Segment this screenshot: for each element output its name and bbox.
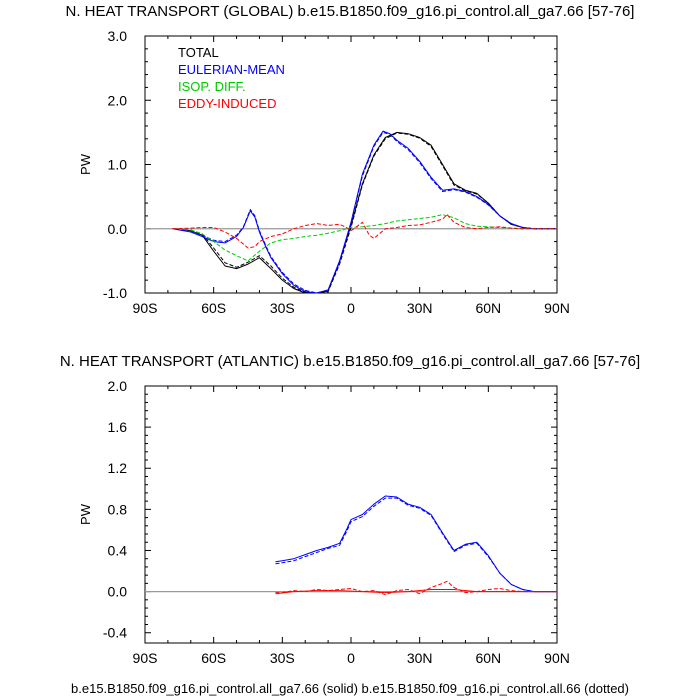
global-series-line-4 bbox=[172, 214, 557, 262]
atlantic-series-line-0 bbox=[275, 495, 557, 593]
global-series-line-0 bbox=[172, 131, 557, 294]
atlantic-xtick-label: 30S bbox=[270, 650, 295, 666]
atlantic-xtick-label: 60S bbox=[201, 650, 226, 666]
atlantic-ytick-label: 1.2 bbox=[108, 460, 128, 476]
atlantic-heat-transport-chart: N. HEAT TRANSPORT (ATLANTIC) b.e15.B1850… bbox=[60, 353, 640, 666]
atlantic-ytick-label: 0.0 bbox=[108, 584, 128, 600]
atlantic-series-line-3 bbox=[275, 589, 557, 595]
atlantic-xtick-label: 30N bbox=[407, 650, 433, 666]
atlantic-ytick-label: -0.4 bbox=[103, 625, 127, 641]
global-ytick-label: -1.0 bbox=[103, 285, 127, 301]
atlantic-ytick-label: 0.4 bbox=[108, 542, 128, 558]
global-ytick-label: 1.0 bbox=[108, 157, 128, 173]
atlantic-y-axis-label: PW bbox=[78, 503, 93, 525]
global-xtick-label: 90S bbox=[133, 300, 158, 316]
legend-item-eulerian-mean: EULERIAN-MEAN bbox=[178, 62, 285, 77]
figure-footer: b.e15.B1850.f09_g16.pi_control.all_ga7.6… bbox=[71, 681, 629, 696]
legend-item-isop-diff: ISOP. DIFF. bbox=[178, 79, 246, 94]
atlantic-series-line-2 bbox=[275, 580, 557, 596]
global-xtick-label: 60S bbox=[201, 300, 226, 316]
atlantic-ytick-label: 1.6 bbox=[108, 419, 128, 435]
atlantic-xtick-label: 90N bbox=[544, 650, 570, 666]
global-xtick-label: 90N bbox=[544, 300, 570, 316]
global-heat-transport-chart: N. HEAT TRANSPORT (GLOBAL) b.e15.B1850.f… bbox=[66, 3, 635, 316]
atlantic-series-line-1 bbox=[275, 497, 557, 593]
global-series-line-2 bbox=[172, 130, 557, 294]
global-ytick-label: 2.0 bbox=[108, 92, 128, 108]
atlantic-xtick-label: 60N bbox=[475, 650, 501, 666]
global-xtick-label: 30N bbox=[407, 300, 433, 316]
global-ticks: 90S 60S 30S 0 30N 60N 90N -1.0 0.0 1.0 2.0 3.0 bbox=[103, 28, 570, 316]
atlantic-xtick-label: 0 bbox=[347, 650, 355, 666]
atlantic-series bbox=[275, 495, 557, 596]
global-ytick-label: 3.0 bbox=[108, 28, 128, 44]
global-y-axis-label: PW bbox=[78, 153, 93, 175]
atlantic-plot-frame bbox=[144, 385, 558, 644]
global-xtick-label: 60N bbox=[475, 300, 501, 316]
atlantic-ytick-label: 2.0 bbox=[108, 378, 128, 394]
global-xtick-label: 0 bbox=[347, 300, 355, 316]
global-series-line-1 bbox=[172, 132, 557, 294]
global-xtick-label: 30S bbox=[270, 300, 295, 316]
atlantic-chart-title: N. HEAT TRANSPORT (ATLANTIC) b.e15.B1850… bbox=[60, 353, 640, 370]
global-legend: TOTAL EULERIAN-MEAN ISOP. DIFF. EDDY-INDUCE… bbox=[178, 45, 285, 111]
atlantic-ticks: 90S 60S 30S 0 30N 60N 90N -0.4 0.0 0.4 0.8 1.2 1.6 2.… bbox=[103, 378, 570, 666]
global-series-line-3 bbox=[172, 131, 557, 294]
atlantic-xtick-label: 90S bbox=[133, 650, 158, 666]
atlantic-ytick-label: 0.8 bbox=[108, 501, 128, 517]
global-chart-title: N. HEAT TRANSPORT (GLOBAL) b.e15.B1850.f… bbox=[66, 3, 635, 20]
global-series-line-5 bbox=[172, 214, 557, 249]
global-ytick-label: 0.0 bbox=[108, 221, 128, 237]
legend-item-total: TOTAL bbox=[178, 45, 219, 60]
legend-item-eddy-induced: EDDY-INDUCED bbox=[178, 96, 276, 111]
global-series bbox=[172, 130, 557, 294]
